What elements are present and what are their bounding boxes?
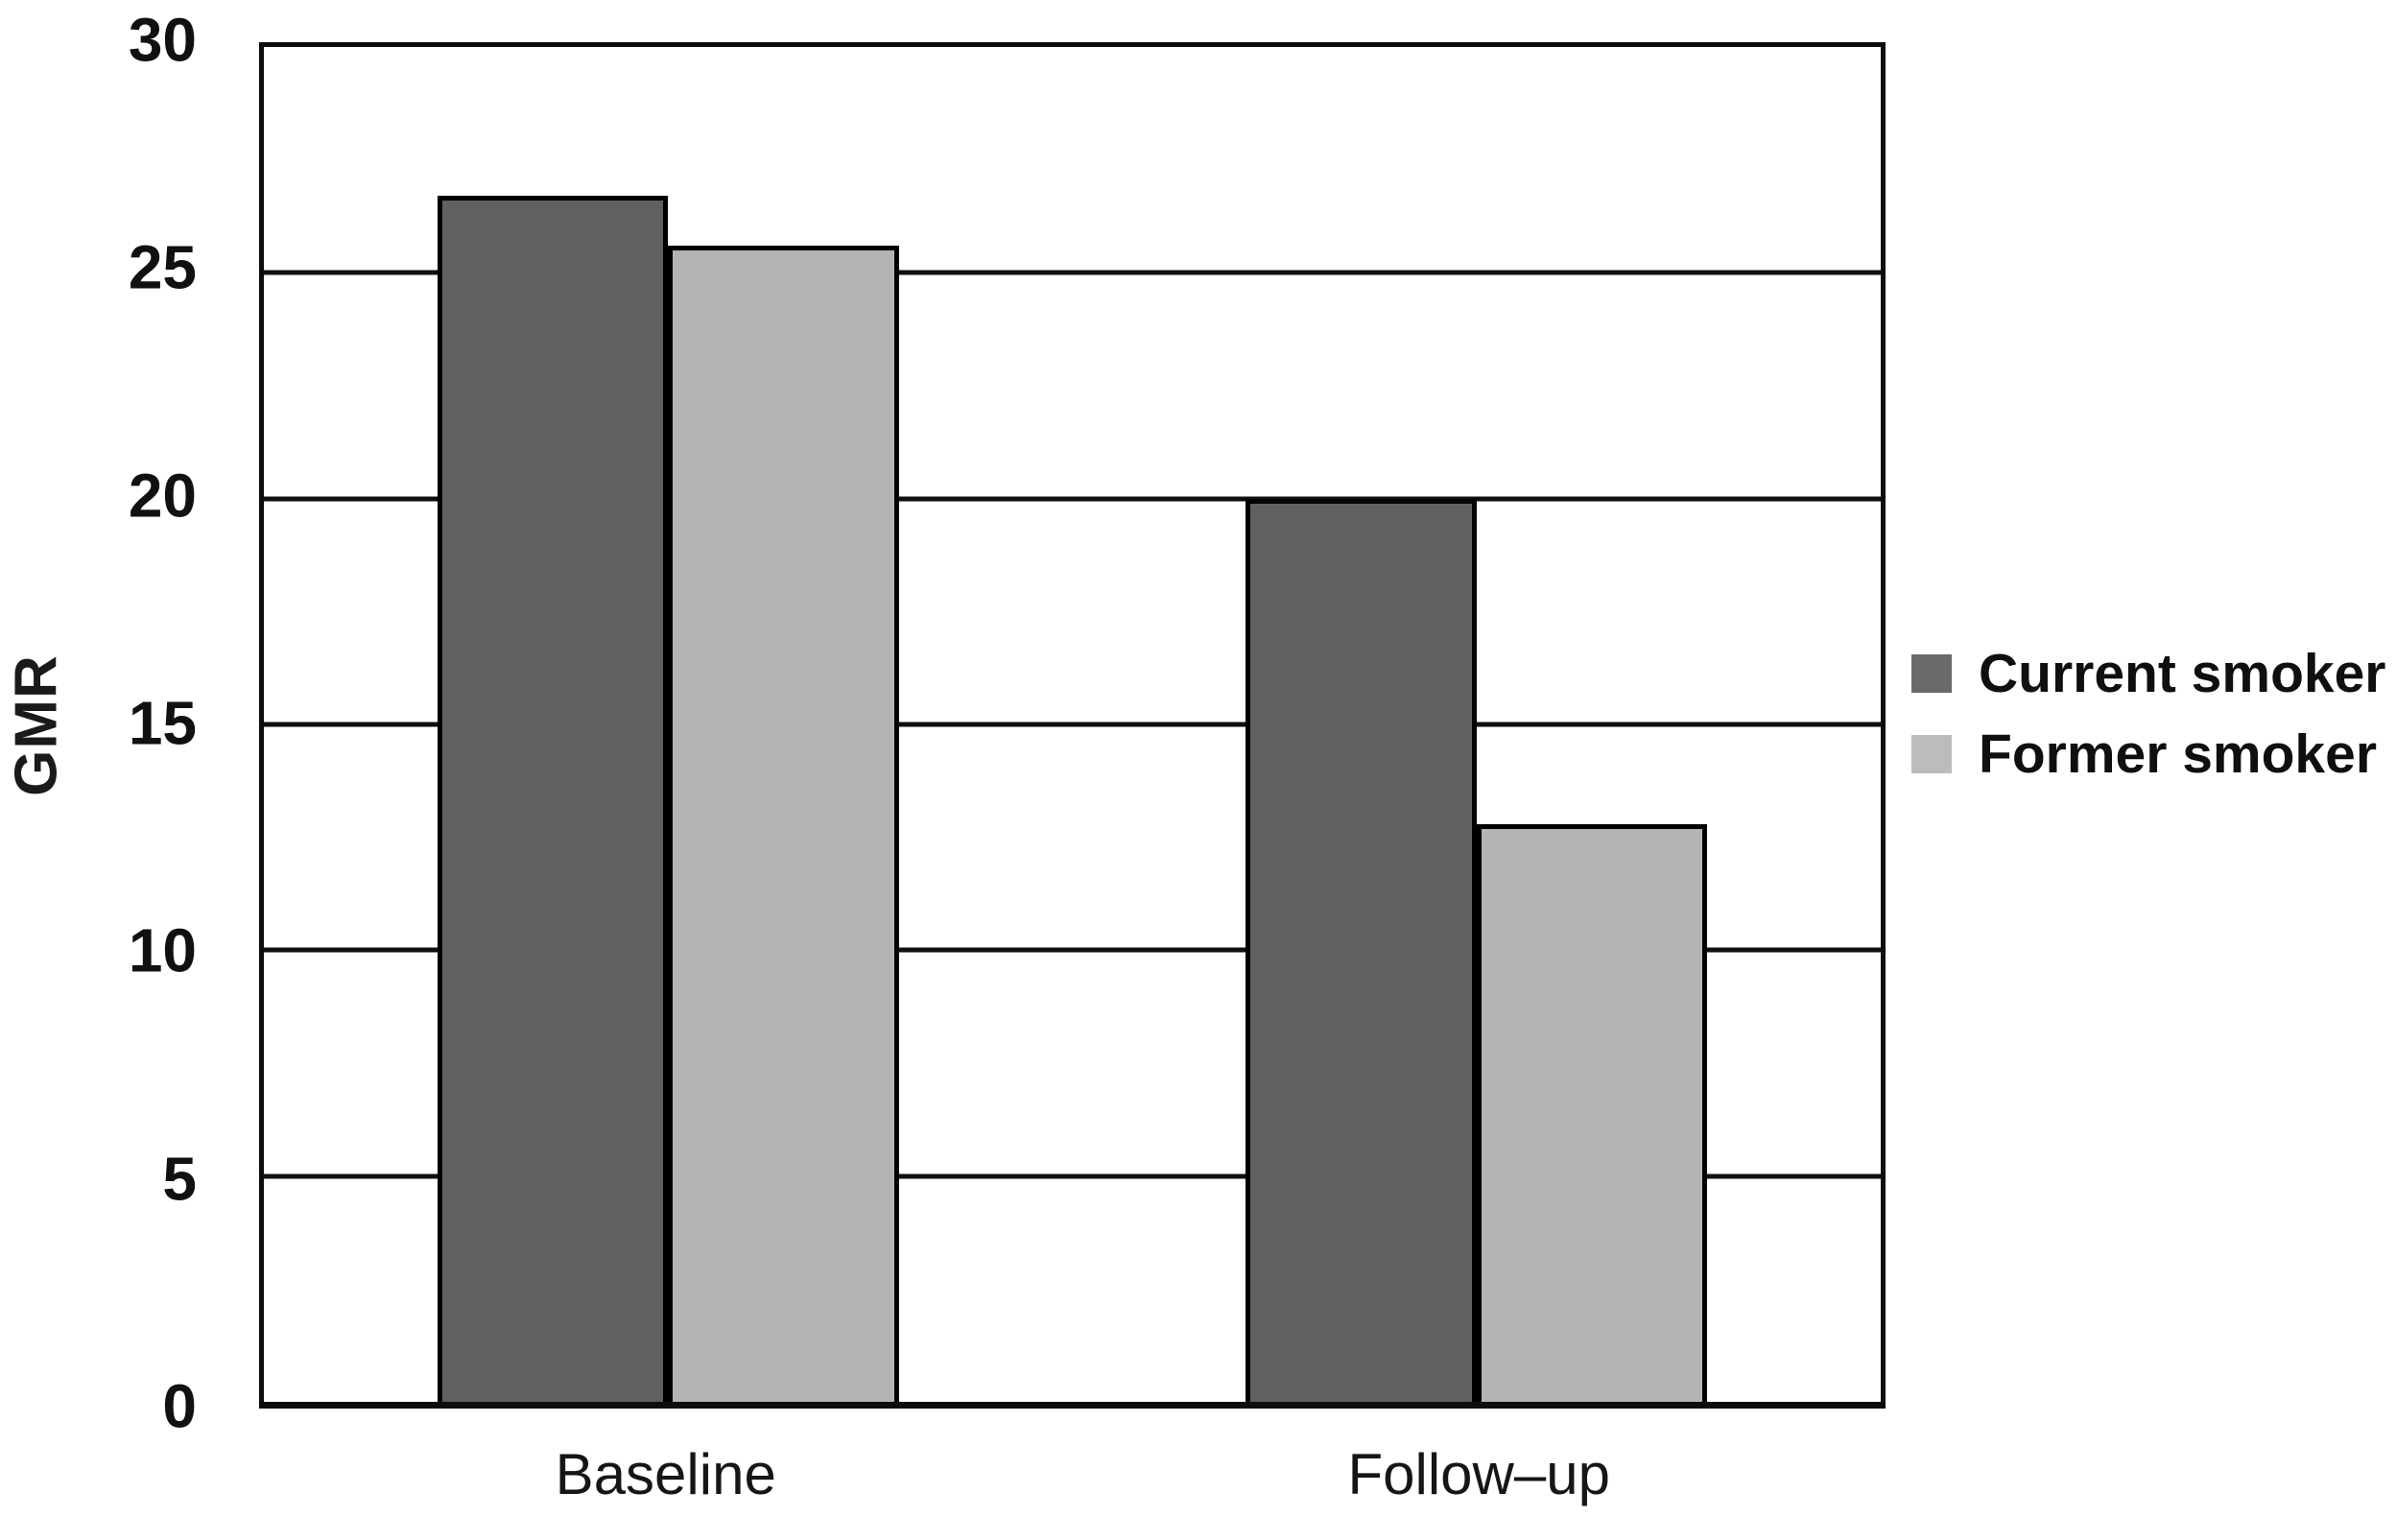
x-category-label-follow-up: Follow–up bbox=[1347, 1442, 1611, 1506]
y-tick-label-10: 10 bbox=[128, 915, 197, 985]
legend-swatch-icon bbox=[1911, 654, 1952, 693]
gridline-y-5 bbox=[264, 1173, 1881, 1179]
legend-label: Current smoker bbox=[1979, 642, 2386, 704]
legend-label: Former smoker bbox=[1979, 723, 2378, 785]
legend-item-current-smoker: Current smoker bbox=[1911, 641, 2385, 706]
bar-follow-up-former-smoker bbox=[1476, 823, 1708, 1402]
bar-baseline-former-smoker bbox=[668, 246, 899, 1402]
gridline-y-10 bbox=[264, 947, 1881, 953]
y-tick-label-30: 30 bbox=[128, 5, 197, 75]
plot-area bbox=[259, 42, 1886, 1409]
legend-swatch-icon bbox=[1911, 735, 1952, 773]
x-category-label-baseline: Baseline bbox=[555, 1442, 776, 1506]
y-tick-label-5: 5 bbox=[162, 1144, 197, 1214]
legend-item-former-smoker: Former smoker bbox=[1911, 722, 2385, 787]
legend: Current smoker Former smoker bbox=[1911, 641, 2385, 787]
y-tick-label-20: 20 bbox=[128, 461, 197, 531]
y-tick-label-15: 15 bbox=[128, 688, 197, 758]
plot-inner bbox=[264, 47, 1881, 1402]
gridline-y-25 bbox=[264, 270, 1881, 275]
bar-follow-up-current-smoker bbox=[1245, 498, 1477, 1402]
bar-baseline-current-smoker bbox=[437, 196, 669, 1402]
gridline-y-15 bbox=[264, 722, 1881, 727]
gridline-y-20 bbox=[264, 496, 1881, 502]
y-tick-label-0: 0 bbox=[162, 1371, 197, 1441]
y-tick-label-25: 25 bbox=[128, 232, 197, 302]
